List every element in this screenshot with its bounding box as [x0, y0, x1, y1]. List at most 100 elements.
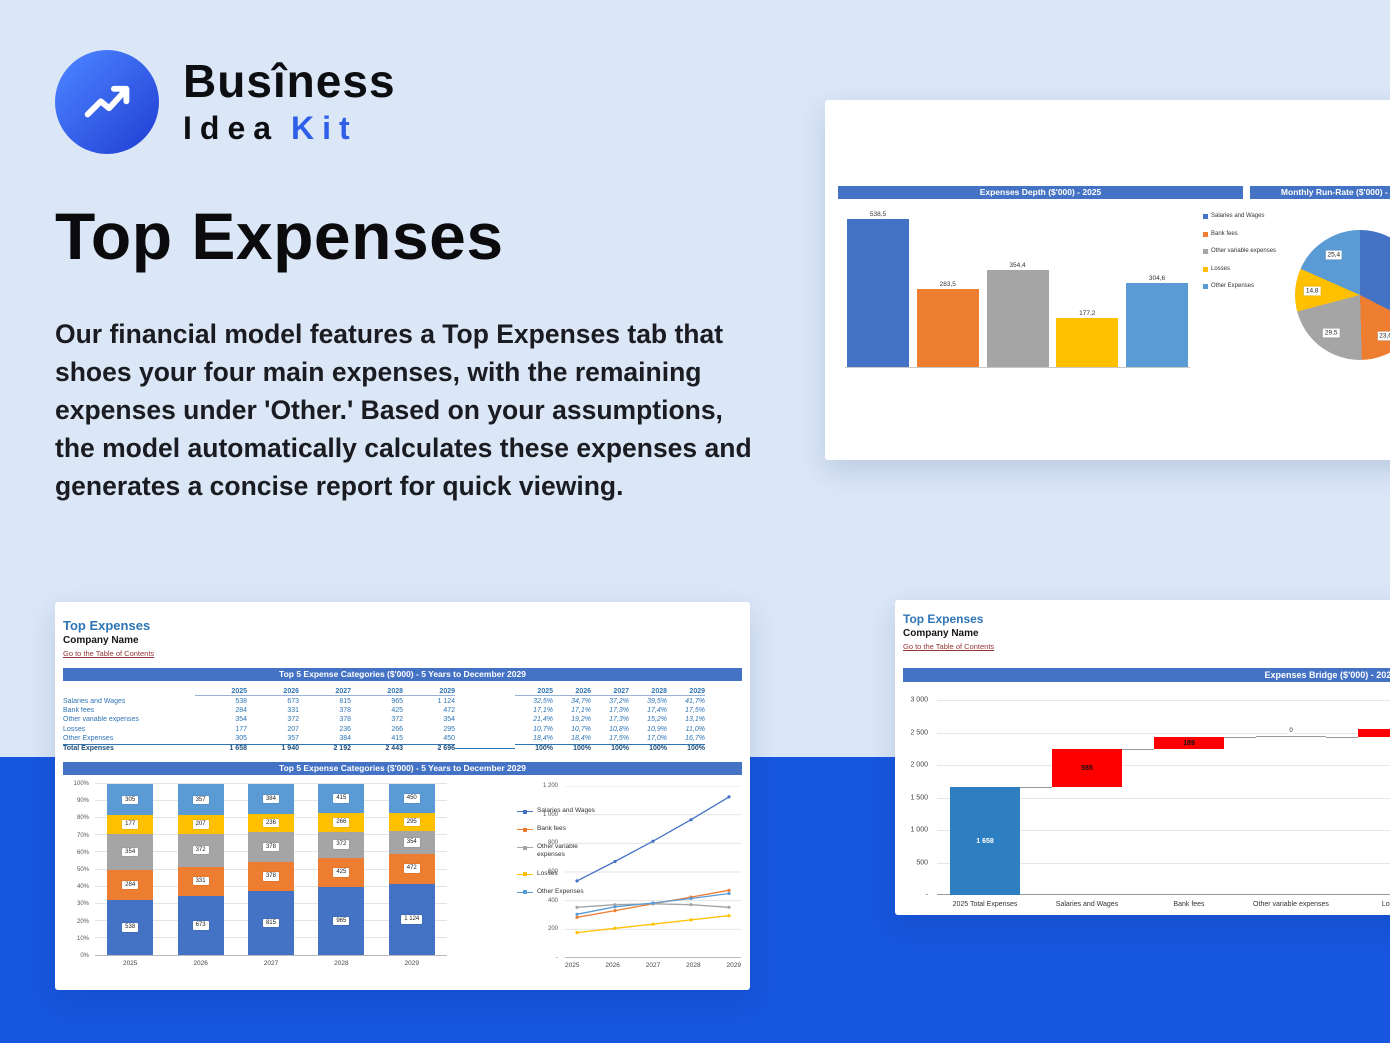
bar-segment: 965 [318, 887, 365, 955]
pie-data-label: 25,4 [1325, 250, 1343, 260]
y-tick-label: 2 000 [910, 761, 928, 769]
legend-label: Losses [537, 869, 558, 877]
legend-item: Other Expenses [517, 888, 603, 896]
bar-segment: 266 [318, 813, 365, 832]
depth-bar-4: 177,2 [1056, 310, 1119, 367]
legend-label: Other variable expenses [1211, 248, 1277, 254]
percent-cell: 16,7% [685, 735, 705, 743]
expense-row: Bank fees 284 331 378 425 472 17,1% 17,1% 17,3% 1… [63, 706, 742, 715]
value-cell: 384 [339, 735, 351, 743]
x-tick-label: 2029 [726, 962, 741, 969]
segment-value-label: 266 [333, 818, 350, 827]
value-cell: 177 [235, 725, 247, 733]
legend-marker [517, 844, 533, 851]
toc-link[interactable]: Go to the Table of Contents [903, 642, 995, 651]
x-tick-label: 2029 [404, 960, 419, 967]
value-cell: 2 192 [299, 744, 351, 752]
data-point [651, 901, 655, 905]
y-tick-label: 100% [73, 781, 89, 787]
percent-cell: 21,4% [533, 716, 553, 724]
segment-value-label: 378 [262, 872, 279, 881]
bar-segment: 384 [247, 784, 294, 815]
page-title: Top Expenses [55, 199, 504, 273]
x-tick-label: Salaries and Wages [1055, 901, 1119, 908]
bar-segment: 673 [177, 895, 224, 955]
data-point [575, 905, 579, 909]
bar-segment: 357 [177, 784, 224, 816]
legend-label: Salaries and Wages [537, 807, 595, 814]
data-point [575, 931, 579, 935]
value-cell: 673 [287, 697, 299, 705]
chart-title-bar: Expenses Depth ($'000) - 2025 [838, 186, 1243, 199]
trend-arrow-icon [84, 85, 130, 118]
chart-title-bar: Top 5 Expense Categories ($'000) - 5 Yea… [63, 762, 742, 775]
segment-value-label: 284 [122, 880, 139, 890]
legend-item: Salaries and Wages [1203, 213, 1285, 221]
value-cell: 331 [287, 706, 299, 714]
data-point [613, 909, 617, 913]
y-axis: 3 000 2 500 2 000 1 500 1 000 500 - [895, 697, 933, 899]
y-tick-label: 40% [76, 884, 89, 891]
legend-item: Other variable expenses [1203, 248, 1285, 256]
bar-segment: 177 [107, 815, 154, 834]
legend-label: Bank fees [537, 825, 566, 833]
y-tick-label: 1 500 [910, 794, 928, 801]
pie-data-label: 23,6 [1377, 331, 1390, 341]
percent-cell: 39,5% [647, 697, 667, 705]
bar-segment: 354 [388, 831, 435, 854]
value-cell: 354 [235, 716, 247, 724]
data-point [727, 795, 731, 799]
legend-marker [517, 871, 533, 878]
x-tick-label: Other variable expenses [1253, 901, 1329, 908]
segment-value-label: 425 [333, 868, 350, 877]
y-tick-label: 1 000 [910, 826, 928, 834]
percent-cell: 17,5% [685, 706, 705, 714]
segment-value-label: 305 [122, 795, 139, 804]
value-cell: 372 [391, 716, 403, 724]
pie-chart: 44,923,629,514,825,4 [1295, 230, 1390, 360]
segment-value-label: 236 [262, 818, 279, 828]
bar [1056, 318, 1119, 367]
gridline [937, 797, 1390, 799]
data-point [651, 922, 655, 926]
percent-cell: 100% [553, 744, 591, 752]
value-cell: 295 [443, 725, 455, 733]
waterfall-delta-bar [1358, 729, 1390, 737]
segment-value-label: 357 [192, 795, 209, 804]
x-tick-label: 2028 [686, 962, 701, 969]
row-label: Other Expenses [63, 735, 114, 743]
bar-value-label: 283,5 [939, 281, 956, 288]
value-cell: 965 [391, 697, 403, 705]
waterfall-delta-bar: 189 [1154, 736, 1224, 750]
y-tick-label: 20% [76, 918, 89, 925]
legend-swatch [1203, 266, 1208, 272]
gridline [937, 765, 1390, 766]
data-point [613, 905, 617, 909]
legend-dot [523, 827, 527, 832]
percent-cell: 17,4% [647, 706, 667, 714]
bar-segment: 472 [388, 853, 435, 884]
legend-dot [523, 872, 527, 876]
y-tick-label: 1 000 [542, 811, 558, 818]
percent-cell: 13,1% [685, 716, 705, 724]
x-axis: 2025 2026 2027 2028 2029 [95, 960, 447, 967]
value-cell: 357 [287, 735, 299, 743]
stacked-bar: 673 331 372 207 357 [177, 784, 224, 955]
chart-legend: Salaries and Wages Bank fees Other variabl… [517, 807, 603, 906]
toc-link[interactable]: Go to the Table of Contents [63, 649, 155, 658]
waterfall-delta-bar: 585 [1052, 749, 1122, 788]
line-chart: 1 200 1 000 800 600 400 200 - 2025 2026 2027 2028… [533, 783, 745, 986]
bar-segment: 372 [318, 831, 365, 858]
value-cell: 378 [339, 706, 351, 714]
legend-label: Other variable expenses [537, 843, 578, 859]
bar-segment: 295 [388, 812, 435, 832]
plot-area [565, 786, 741, 958]
bar-value-label: 354,4 [1009, 261, 1026, 269]
y-tick-label: 50% [76, 867, 89, 873]
y-tick-label: - [925, 891, 928, 899]
legend-marker [517, 889, 533, 896]
row-label: Total Expenses [63, 744, 195, 752]
sheet-title: Top Expenses [903, 612, 984, 626]
gridline [937, 700, 1390, 701]
bar-segment: 378 [247, 832, 294, 862]
